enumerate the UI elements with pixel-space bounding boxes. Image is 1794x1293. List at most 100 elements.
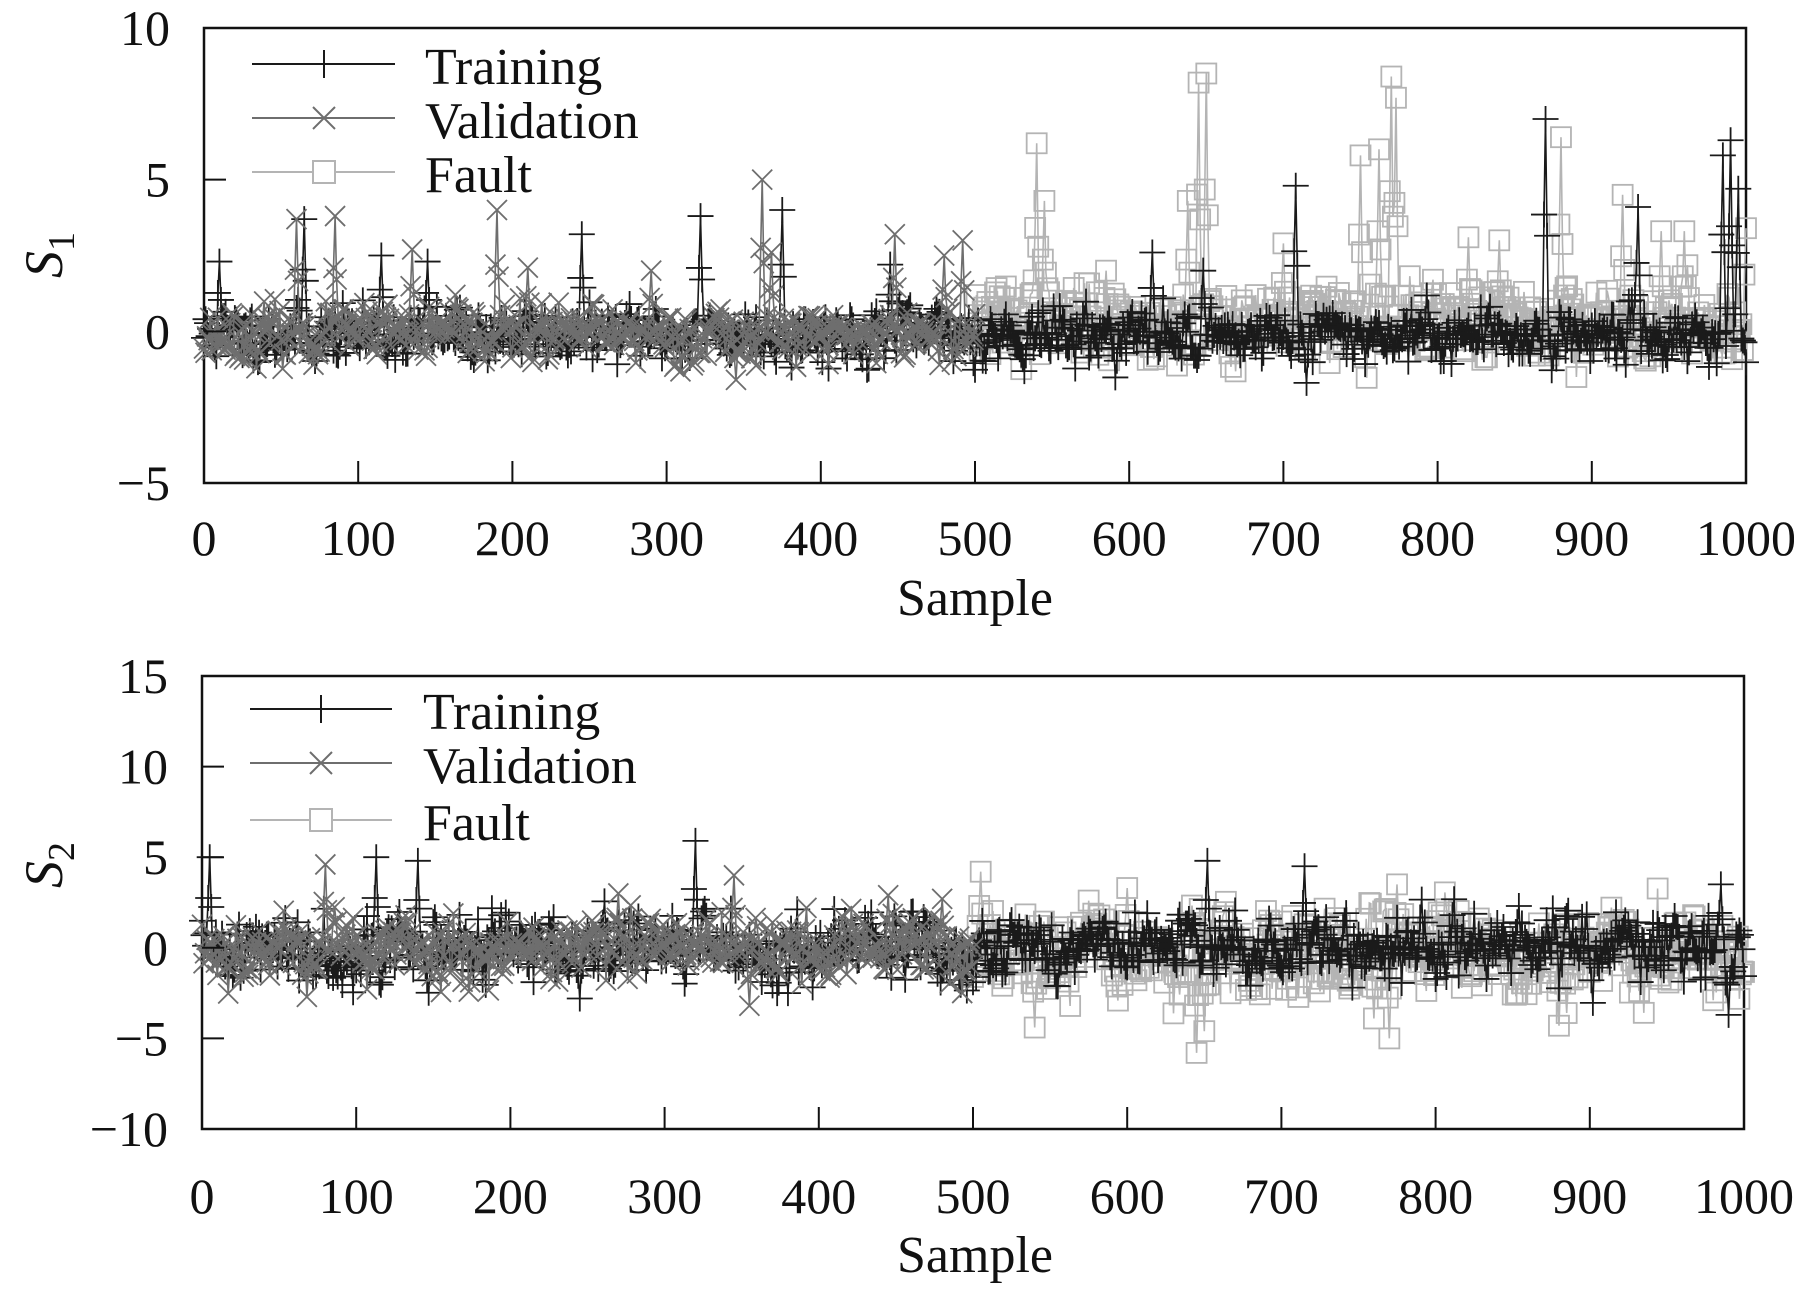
y-tick-label: −5 — [115, 1010, 168, 1066]
data-point — [1678, 913, 1705, 940]
data-point — [839, 940, 861, 962]
data-point — [1719, 232, 1746, 259]
data-point — [1557, 306, 1584, 333]
data-point — [654, 336, 676, 358]
data-point — [463, 301, 485, 323]
data-point — [1264, 302, 1291, 329]
x-axis-label: Sample — [897, 1227, 1053, 1284]
data-point — [455, 922, 477, 944]
data-point — [1062, 355, 1089, 382]
data-point — [1067, 938, 1094, 965]
data-point — [222, 938, 244, 961]
data-point — [1284, 252, 1311, 279]
data-point — [1112, 953, 1139, 980]
data-point — [1376, 986, 1399, 1009]
data-point — [1723, 239, 1750, 266]
data-point — [430, 981, 452, 1003]
data-point — [986, 916, 1013, 943]
data-point — [1394, 917, 1421, 944]
data-point — [1150, 285, 1177, 312]
data-point — [1190, 257, 1217, 284]
data-point — [1301, 329, 1328, 356]
data-point — [1731, 329, 1758, 356]
data-point — [458, 980, 480, 1003]
data-point — [882, 903, 904, 925]
data-point — [369, 284, 396, 311]
data-point — [436, 325, 459, 347]
data-point — [964, 303, 986, 325]
data-layer — [189, 827, 1757, 1064]
data-point — [984, 918, 1011, 945]
data-point — [1671, 334, 1698, 361]
data-point — [325, 268, 348, 291]
data-point — [1612, 907, 1639, 934]
data-point — [1031, 248, 1054, 271]
data-point — [1270, 272, 1293, 294]
data-point — [1175, 905, 1202, 932]
data-point — [1023, 1016, 1046, 1039]
data-point — [1461, 900, 1488, 927]
data-point — [1212, 951, 1239, 978]
data-point — [1358, 273, 1381, 296]
data-point — [287, 270, 309, 292]
data-point — [361, 329, 383, 352]
data-point — [453, 313, 476, 336]
data-point — [877, 884, 899, 906]
data-point — [1388, 969, 1415, 996]
data-point — [325, 911, 347, 933]
data-point — [415, 979, 442, 1006]
data-point — [1044, 973, 1071, 1000]
data-point — [1368, 138, 1390, 161]
data-point — [1302, 300, 1329, 327]
data-point — [854, 356, 881, 383]
data-point — [1237, 972, 1264, 999]
data-point — [698, 912, 720, 934]
data-point — [1022, 980, 1045, 1003]
data-point — [1275, 329, 1302, 356]
data-point — [753, 252, 775, 274]
chart-s1: 0 100 200 300 400 500 600 700 800 900 1000 −5 0 5 10 T… — [14, 0, 1794, 627]
data-point — [1025, 300, 1052, 327]
data-point — [960, 969, 986, 996]
data-point — [1168, 983, 1191, 1006]
data-point — [1037, 928, 1064, 955]
data-point — [1629, 316, 1656, 343]
data-point — [1715, 1001, 1742, 1028]
data-point — [1544, 929, 1571, 956]
data-point — [1673, 220, 1696, 243]
data-point — [1464, 328, 1491, 355]
data-point — [207, 286, 234, 313]
data-point — [725, 369, 747, 391]
legend: Training Validation Fault — [250, 684, 637, 852]
x-tick-label: 300 — [629, 510, 704, 566]
data-point — [1189, 208, 1212, 231]
data-point — [1116, 877, 1139, 899]
data-point — [191, 914, 213, 936]
data-point — [324, 205, 346, 227]
data-point — [515, 285, 537, 307]
data-point — [729, 933, 751, 955]
data-point — [620, 894, 642, 916]
data-point — [1339, 346, 1366, 373]
data-point — [787, 336, 809, 358]
data-point — [1092, 908, 1119, 935]
data-point — [501, 336, 524, 358]
data-point — [1282, 924, 1309, 951]
data-point — [385, 943, 407, 966]
data-point — [1256, 905, 1283, 932]
data-point — [1412, 306, 1439, 333]
data-point — [1386, 873, 1408, 896]
data-point — [1444, 918, 1471, 945]
data-point — [362, 338, 385, 360]
data-point — [364, 959, 386, 981]
data-point — [1051, 308, 1078, 335]
data-point — [885, 277, 907, 299]
x-tick-label: 800 — [1400, 510, 1475, 566]
data-point — [1338, 977, 1361, 1000]
data-point — [1095, 259, 1117, 282]
data-point — [214, 338, 237, 361]
data-point — [688, 342, 710, 364]
data-point — [931, 888, 953, 910]
data-point — [1195, 62, 1218, 85]
data-point — [517, 256, 539, 279]
